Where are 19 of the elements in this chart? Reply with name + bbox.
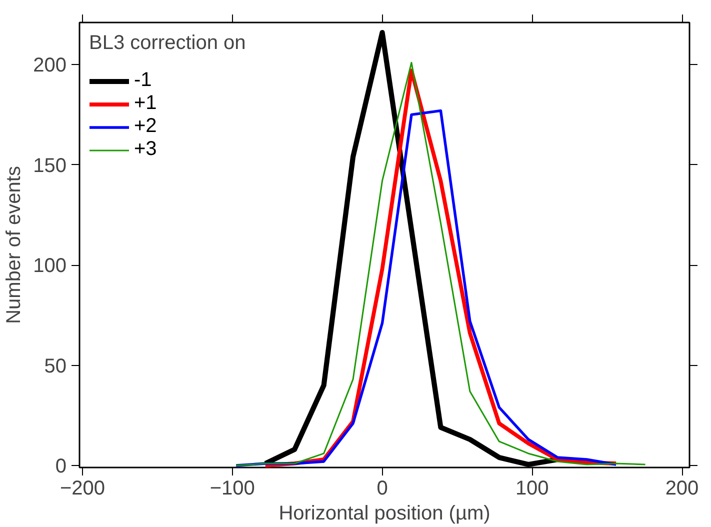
legend-label: +1 xyxy=(134,92,157,115)
y-tick-label: 100 xyxy=(33,255,67,278)
legend-label: -1 xyxy=(134,69,153,92)
x-tick-label: −100 xyxy=(210,478,255,500)
x-tick-label: −200 xyxy=(60,478,106,500)
x-tick-label: 0 xyxy=(376,478,388,500)
y-tick-label: 0 xyxy=(55,455,66,478)
y-axis-title: Number of events xyxy=(3,166,26,324)
y-tick-label: 200 xyxy=(33,54,67,77)
line-series xyxy=(235,62,646,466)
legend-title: BL3 correction on xyxy=(89,32,246,55)
line-series xyxy=(234,109,618,467)
legend-label: +3 xyxy=(134,138,157,161)
x-tick-label: 100 xyxy=(515,478,549,500)
y-tick-label: 50 xyxy=(44,355,67,378)
x-axis-title: Horizontal position (µm) xyxy=(278,502,490,524)
x-tick-label: 200 xyxy=(665,478,699,500)
legend-label: +2 xyxy=(134,115,157,138)
y-tick-label: 150 xyxy=(33,154,67,177)
